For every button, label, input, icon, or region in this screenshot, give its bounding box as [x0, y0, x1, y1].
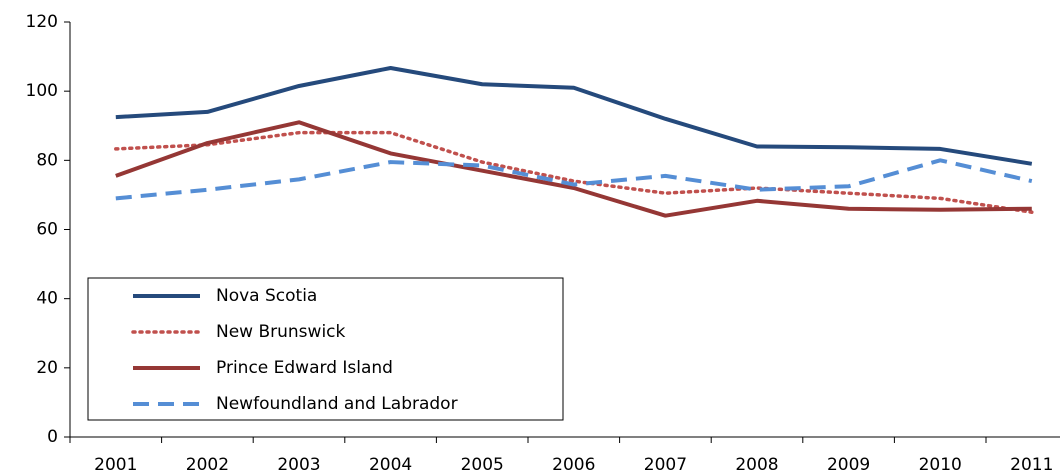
y-tick-label: 40 — [36, 289, 58, 309]
x-tick-label: 2001 — [94, 455, 137, 475]
x-tick-label: 2007 — [644, 455, 687, 475]
x-tick-label: 2009 — [827, 455, 870, 475]
line-series — [115, 65, 1033, 166]
legend-label: Newfoundland and Labrador — [216, 394, 458, 414]
x-tick-label: 2003 — [277, 455, 320, 475]
y-tick-label: 80 — [36, 150, 58, 170]
line-series — [114, 130, 1034, 214]
legend-box — [87, 277, 564, 421]
line-series — [115, 158, 1033, 201]
legend-label: Prince Edward Island — [216, 358, 393, 378]
line-series — [115, 120, 1032, 218]
x-tick-label: 2008 — [735, 455, 778, 475]
y-tick-label: 20 — [36, 358, 58, 378]
x-tick-label: 2005 — [461, 455, 504, 475]
x-tick-label: 2004 — [369, 455, 412, 475]
y-tick-label: 0 — [47, 427, 58, 447]
x-tick-label: 2006 — [552, 455, 595, 475]
x-tick-label: 2002 — [186, 455, 229, 475]
y-tick-label: 120 — [26, 12, 58, 32]
y-tick-label: 60 — [36, 220, 58, 240]
legend-label: Nova Scotia — [216, 286, 317, 306]
x-tick-label: 2010 — [919, 455, 962, 475]
y-tick-label: 100 — [26, 81, 58, 101]
x-tick-label: 2011 — [1010, 455, 1053, 475]
legend-label: New Brunswick — [216, 322, 346, 342]
